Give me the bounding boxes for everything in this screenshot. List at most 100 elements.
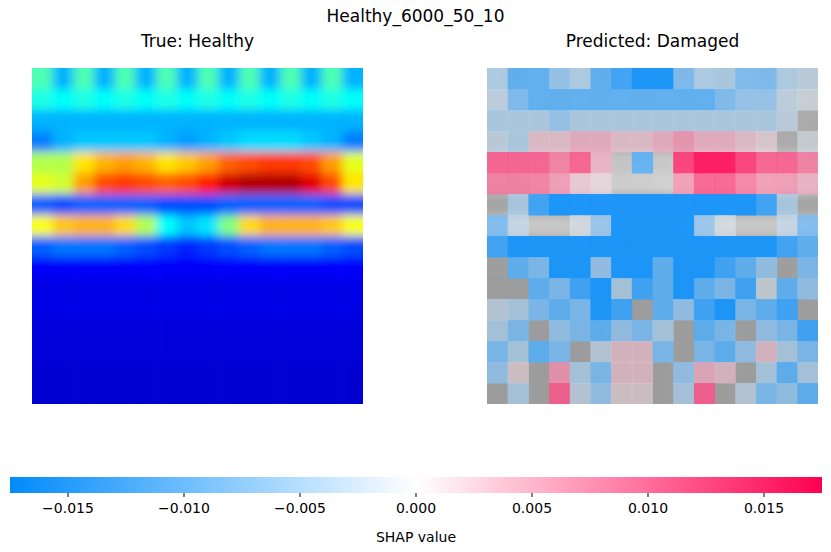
shap-cell: [528, 278, 549, 300]
shap-cell: [632, 383, 653, 404]
shap-cell: [590, 299, 611, 321]
shap-cell: [715, 320, 736, 342]
shap-cell: [777, 215, 798, 237]
cell: [135, 152, 156, 174]
cell: [322, 110, 343, 132]
cell: [322, 362, 343, 384]
shap-cell: [508, 320, 529, 342]
gray-cell: [590, 215, 611, 237]
cell: [280, 320, 301, 342]
cell: [115, 341, 136, 363]
gray-cell: [570, 299, 591, 321]
gray-cell: [797, 215, 818, 237]
cell: [218, 131, 239, 153]
shap-cell: [632, 89, 653, 111]
gray-cell: [797, 152, 818, 174]
cell: [342, 131, 363, 153]
shap-cell: [797, 257, 818, 279]
cell: [342, 215, 363, 237]
gray-cell: [508, 194, 529, 216]
gray-cell: [777, 152, 798, 174]
cell: [198, 383, 219, 404]
shap-cell: [694, 173, 715, 195]
shap-cell: [797, 278, 818, 300]
cell: [218, 194, 239, 216]
gray-cell: [673, 299, 694, 321]
cell: [177, 131, 198, 153]
cell: [342, 299, 363, 321]
cell: [260, 341, 281, 363]
gray-cell: [797, 110, 818, 132]
shap-cell: [570, 383, 591, 404]
gray-cell: [653, 152, 674, 174]
shap-cell: [508, 173, 529, 195]
shap-cell: [590, 110, 611, 132]
gray-background: [487, 68, 818, 404]
gray-cell: [570, 89, 591, 111]
gray-cell: [549, 131, 570, 153]
shap-cell: [756, 131, 777, 153]
cell: [156, 278, 177, 300]
cell: [135, 278, 156, 300]
shap-cell: [653, 173, 674, 195]
cell: [115, 152, 136, 174]
cell: [177, 152, 198, 174]
shap-cell: [590, 257, 611, 279]
gray-cell: [715, 131, 736, 153]
gray-cell: [528, 131, 549, 153]
gray-cell: [797, 257, 818, 279]
gray-cell: [590, 383, 611, 404]
cell: [260, 131, 281, 153]
cell: [301, 152, 322, 174]
shap-cell: [673, 278, 694, 300]
cell: [239, 194, 260, 216]
shap-cell: [735, 68, 756, 90]
cell: [94, 236, 115, 258]
shap-cell: [715, 362, 736, 384]
gray-cell: [632, 215, 653, 237]
shap-cell: [611, 194, 632, 216]
cell: [239, 68, 260, 90]
gray-cell: [756, 110, 777, 132]
gray-cell: [632, 362, 653, 384]
cell: [218, 278, 239, 300]
shap-cell: [528, 110, 549, 132]
cell: [156, 89, 177, 111]
shap-cell: [611, 68, 632, 90]
shap-cell: [756, 152, 777, 174]
shap-cell: [611, 152, 632, 174]
gray-cell: [611, 383, 632, 404]
shap-cell: [632, 320, 653, 342]
cell: [322, 383, 343, 404]
gray-cell: [487, 89, 508, 111]
cell: [239, 362, 260, 384]
gray-cell: [590, 257, 611, 279]
cell: [239, 89, 260, 111]
shap-cell: [611, 320, 632, 342]
cell: [94, 68, 115, 90]
shap-cell: [632, 257, 653, 279]
cell: [342, 320, 363, 342]
cell: [177, 173, 198, 195]
shap-cell: [632, 68, 653, 90]
shap-cell: [777, 236, 798, 258]
cell: [94, 257, 115, 279]
shap-cell: [735, 299, 756, 321]
gray-cell: [735, 236, 756, 258]
gray-cell: [508, 320, 529, 342]
cell: [260, 89, 281, 111]
shap-cell: [715, 383, 736, 404]
shap-cell: [777, 320, 798, 342]
gray-cell: [632, 299, 653, 321]
shap-cell: [549, 89, 570, 111]
gray-cell: [570, 194, 591, 216]
gray-cell: [611, 257, 632, 279]
cell: [94, 110, 115, 132]
gray-cell: [570, 383, 591, 404]
shap-cell: [735, 215, 756, 237]
gray-cell: [673, 173, 694, 195]
gray-cell: [673, 152, 694, 174]
cell: [198, 278, 219, 300]
cell: [198, 68, 219, 90]
cell: [239, 299, 260, 321]
